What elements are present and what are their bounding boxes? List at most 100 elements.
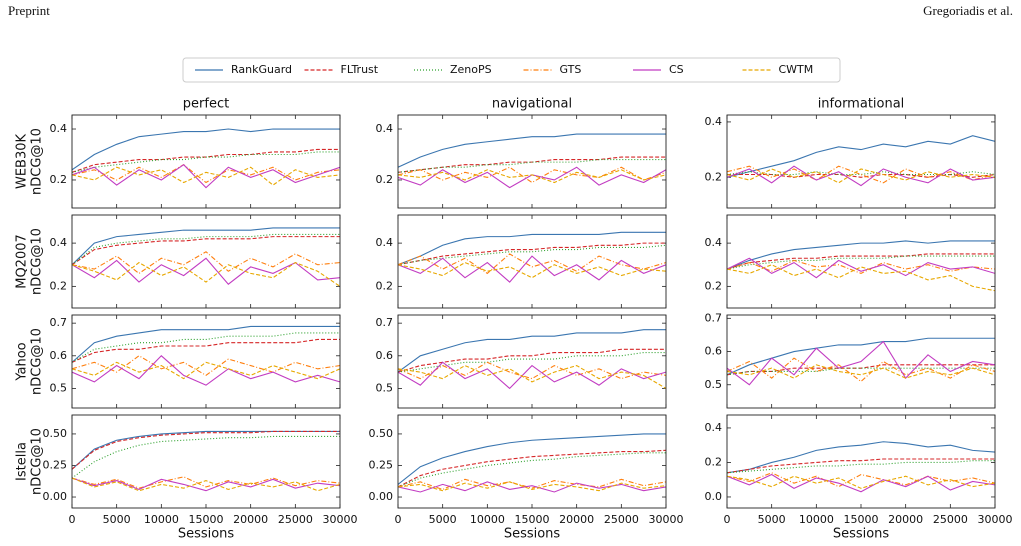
y-tick-label: 0.4: [376, 236, 394, 249]
x-tick-label: 15000: [844, 513, 879, 526]
y-tick-label: 0.2: [50, 279, 68, 292]
plot-frame: [726, 314, 996, 409]
y-tick-label: 0.2: [376, 279, 394, 292]
x-tick-label: 0: [395, 513, 402, 526]
x-tick-label: 25000: [933, 513, 968, 526]
y-tick-label: 0.2: [376, 173, 394, 186]
y-tick-label: 0.7: [705, 311, 723, 324]
series-line: [727, 264, 995, 292]
y-axis-label: nDCG@10: [30, 128, 45, 195]
series-line: [72, 430, 340, 470]
x-tick-label: 10000: [470, 513, 505, 526]
series-line: [398, 255, 666, 283]
series-line: [398, 242, 666, 266]
x-tick-label: 20000: [233, 513, 268, 526]
x-tick-label: 0: [724, 513, 731, 526]
series-line: [72, 477, 340, 492]
series-line: [72, 151, 340, 173]
legend-label: CWTM: [779, 63, 814, 76]
series-line: [72, 236, 340, 266]
y-axis-label: nDCG@10: [30, 428, 45, 495]
x-tick-label: 20000: [888, 513, 923, 526]
plot-frame: [397, 114, 667, 209]
series-line: [398, 433, 666, 485]
series-line: [727, 340, 995, 386]
series-line: [398, 133, 666, 168]
x-axis-label: Sessions: [833, 527, 890, 542]
series-line: [72, 163, 340, 189]
series-line: [72, 251, 340, 275]
series-line: [72, 355, 340, 377]
x-tick-label: 25000: [278, 513, 313, 526]
y-tick-label: 0.6: [50, 349, 68, 362]
header-left: Preprint: [8, 3, 50, 18]
x-tick-label: 10000: [799, 513, 834, 526]
y-axis-label: Istella: [15, 442, 30, 481]
legend-label: FLTrust: [341, 63, 379, 76]
y-tick-label: 0.4: [705, 421, 723, 434]
series-line: [727, 357, 995, 383]
y-tick-label: 0.6: [376, 349, 394, 362]
y-axis-label: MQ2007: [15, 234, 30, 289]
series-line: [727, 171, 995, 176]
x-tick-label: 15000: [515, 513, 550, 526]
x-tick-label: 30000: [649, 513, 684, 526]
series-line: [398, 329, 666, 373]
series-line: [727, 364, 995, 379]
column-title: informational: [818, 97, 905, 112]
series-line: [398, 253, 666, 275]
series-line: [727, 240, 995, 270]
plot-frame: [71, 214, 341, 309]
y-tick-label: 0.4: [705, 236, 723, 249]
series-line: [72, 148, 340, 173]
series-line: [72, 332, 340, 363]
column-title: perfect: [183, 97, 229, 112]
header-right: Gregoriadis et al.: [923, 3, 1013, 18]
series-line: [398, 364, 666, 389]
y-tick-label: 0.25: [43, 458, 68, 471]
series-line: [72, 361, 340, 380]
series-line: [398, 261, 666, 279]
series-line: [398, 156, 666, 173]
series-line: [72, 477, 340, 492]
y-tick-label: 0.6: [705, 345, 723, 358]
y-tick-label: 0.4: [50, 236, 68, 249]
series-line: [727, 458, 995, 474]
plot-frame: [726, 214, 996, 309]
series-line: [727, 135, 995, 178]
y-tick-label: 0.2: [705, 170, 723, 183]
series-line: [72, 476, 340, 489]
y-tick-label: 0.7: [50, 316, 68, 329]
y-tick-label: 0.2: [705, 455, 723, 468]
y-tick-label: 0.4: [376, 122, 394, 135]
series-line: [398, 481, 666, 493]
series-line: [398, 159, 666, 173]
series-line: [398, 452, 666, 488]
series-line: [398, 361, 666, 390]
x-tick-label: 30000: [978, 513, 1013, 526]
y-tick-label: 0.5: [376, 381, 394, 394]
series-line: [727, 255, 995, 270]
column-title: navigational: [492, 97, 572, 112]
series-line: [398, 169, 666, 184]
series-line: [72, 430, 340, 470]
series-line: [398, 231, 666, 266]
series-line: [72, 325, 340, 363]
x-tick-label: 25000: [604, 513, 639, 526]
x-axis-label: Sessions: [504, 527, 561, 542]
series-line: [398, 166, 666, 184]
series-line: [727, 441, 995, 474]
series-line: [72, 227, 340, 266]
series-line: [72, 338, 340, 363]
plot-frame: [71, 414, 341, 509]
legend-label: GTS: [560, 63, 582, 76]
series-line: [72, 355, 340, 386]
y-tick-label: 0.4: [50, 122, 68, 135]
y-tick-label: 0.00: [43, 490, 68, 503]
legend-label: ZenoPS: [450, 63, 492, 76]
y-tick-label: 0.0: [705, 490, 723, 503]
y-tick-label: 0.00: [369, 490, 394, 503]
x-tick-label: 10000: [144, 513, 179, 526]
series-line: [727, 259, 995, 274]
series-line: [72, 164, 340, 184]
